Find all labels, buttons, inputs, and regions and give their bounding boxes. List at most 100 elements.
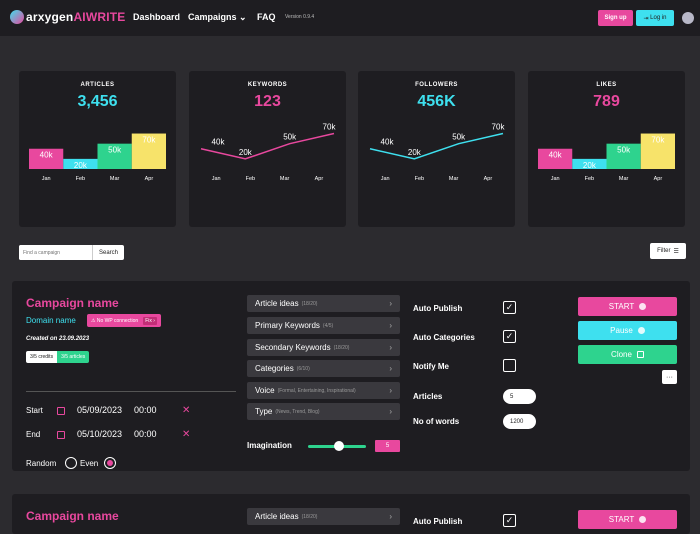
option-type[interactable]: Type (News, Trend, Blog) › [247, 403, 400, 420]
campaign-card: Campaign name Domain name ⚠ No WP connec… [12, 281, 690, 471]
divider [26, 391, 236, 392]
option-categories[interactable]: Categories (6/10) › [247, 360, 400, 377]
chevron-right-icon: › [389, 299, 392, 308]
notify-me-checkbox[interactable] [503, 359, 516, 372]
end-label: End [26, 430, 41, 439]
nav-faq[interactable]: FAQ [257, 12, 276, 22]
option-secondary-keywords[interactable]: Secondary Keywords (18/20) › [247, 339, 400, 356]
auto-publish-checkbox[interactable]: ✓ [503, 514, 516, 527]
slider-handle[interactable] [334, 441, 344, 451]
end-time[interactable]: 00:00 [134, 429, 157, 439]
login-button[interactable]: ⇥ Log in [636, 10, 674, 26]
chevron-right-icon: › [389, 407, 392, 416]
data-label: 40k [549, 151, 563, 160]
stat-card-followers: FOLLOWERS 456K 40k 20k 50k 70k Jan Feb Mar Apr [358, 71, 515, 227]
calendar-icon[interactable] [57, 431, 65, 439]
start-time[interactable]: 00:00 [134, 405, 157, 415]
calendar-icon[interactable] [57, 407, 65, 415]
data-label: 20k [74, 161, 88, 170]
fix-label: Fix [145, 317, 152, 324]
start-date[interactable]: 05/09/2023 [77, 405, 123, 415]
tick-label: Mar [449, 176, 459, 182]
tick-label: Mar [280, 176, 290, 182]
start-label: Start [26, 406, 43, 415]
chevron-right-icon: › [389, 364, 392, 373]
signup-button[interactable]: Sign up [598, 10, 633, 26]
data-label: 40k [212, 138, 226, 147]
clear-start-icon[interactable]: ✕ [182, 405, 191, 416]
nav-campaigns[interactable]: Campaigns ⌄ [188, 12, 247, 23]
domain-name[interactable]: Domain name [26, 316, 76, 325]
auto-categories-label: Auto Categories [413, 333, 475, 342]
campaign-name[interactable]: Campaign name [26, 509, 119, 523]
auto-publish-label: Auto Publish [413, 304, 463, 313]
pause-label: Pause [610, 326, 633, 335]
imagination-label: Imagination [247, 441, 292, 450]
imagination-value[interactable]: 5 [375, 440, 400, 452]
filter-label: Filter [657, 248, 671, 254]
start-button[interactable]: START [578, 510, 677, 529]
data-label: 70k [651, 136, 665, 145]
nav-dashboard[interactable]: Dashboard [133, 12, 181, 22]
filter-button[interactable]: Filter ☰ [650, 243, 686, 259]
chevron-right-icon: › [389, 343, 392, 352]
tick-label: Apr [315, 176, 324, 182]
play-icon [639, 516, 647, 523]
option-count: (18/20) [333, 344, 350, 351]
stat-title: ARTICLES [80, 82, 115, 88]
followers-chart: 40k 20k 50k 70k Jan Feb Mar Apr [369, 123, 505, 182]
top-navbar: arxygenAIWRITE Dashboard Campaigns ⌄ FAQ… [0, 0, 700, 36]
tick-label: Mar [619, 176, 629, 182]
option-article-ideas[interactable]: Article ideas (18/20) › [247, 295, 400, 312]
tick-label: Feb [585, 176, 594, 182]
auto-categories-checkbox[interactable]: ✓ [503, 330, 516, 343]
fix-button[interactable]: Fix › [143, 316, 157, 325]
start-label: START [608, 302, 635, 311]
auto-publish-checkbox[interactable]: ✓ [503, 301, 516, 314]
option-count: (Formal, Entertaining, Inspirational) [277, 387, 356, 394]
articles-input[interactable]: 5 [503, 389, 536, 404]
data-label: 70k [142, 136, 156, 145]
option-voice[interactable]: Voice (Formal, Entertaining, Inspirationa… [247, 382, 400, 399]
bar [538, 148, 573, 169]
stat-title: KEYWORDS [247, 82, 288, 88]
random-label: Random [26, 459, 57, 468]
nav-campaigns-label: Campaigns [188, 12, 237, 22]
data-label: 20k [408, 148, 422, 157]
option-primary-keywords[interactable]: Primary Keywords (4/5) › [247, 317, 400, 334]
clone-button[interactable]: Clone [578, 345, 677, 364]
bar [131, 133, 166, 169]
clear-end-icon[interactable]: ✕ [182, 429, 191, 440]
option-label: Type [255, 407, 273, 416]
pause-button[interactable]: Pause [578, 321, 677, 340]
option-count: (4/5) [322, 322, 334, 329]
words-input[interactable]: 1200 [503, 414, 536, 429]
more-options-button[interactable]: ··· [662, 370, 677, 384]
campaign-card: Campaign name Article ideas (18/20) › Auto… [12, 494, 690, 534]
user-avatar-icon[interactable] [682, 12, 694, 24]
start-button[interactable]: START [578, 297, 677, 316]
search-input[interactable] [19, 245, 92, 260]
even-radio[interactable] [104, 457, 116, 469]
option-article-ideas[interactable]: Article ideas (18/20) › [247, 508, 400, 525]
created-date: Created on 23.09.2023 [26, 336, 90, 342]
data-label: 50k [617, 146, 631, 155]
wp-warning-badge: ⚠ No WP connection Fix › [87, 314, 161, 327]
campaign-name[interactable]: Campaign name [26, 296, 119, 310]
clone-label: Clone [611, 350, 632, 359]
chevron-down-icon: ⌄ [239, 12, 247, 22]
stat-title: FOLLOWERS [415, 82, 458, 88]
series-line [369, 132, 504, 160]
login-icon: ⇥ [643, 15, 651, 22]
auto-publish-label: Auto Publish [413, 517, 463, 526]
option-label: Voice [255, 386, 275, 395]
tick-label: Feb [246, 176, 255, 182]
random-radio[interactable] [65, 457, 77, 469]
logo-ai-text: AIWRITE [73, 10, 126, 24]
wp-warning-text: No WP connection [96, 317, 139, 324]
bar [97, 143, 132, 169]
search-button[interactable]: Search [92, 245, 124, 260]
app-logo[interactable]: arxygenAIWRITE [10, 10, 126, 24]
chevron-right-icon: › [389, 386, 392, 395]
end-date[interactable]: 05/10/2023 [77, 429, 123, 439]
